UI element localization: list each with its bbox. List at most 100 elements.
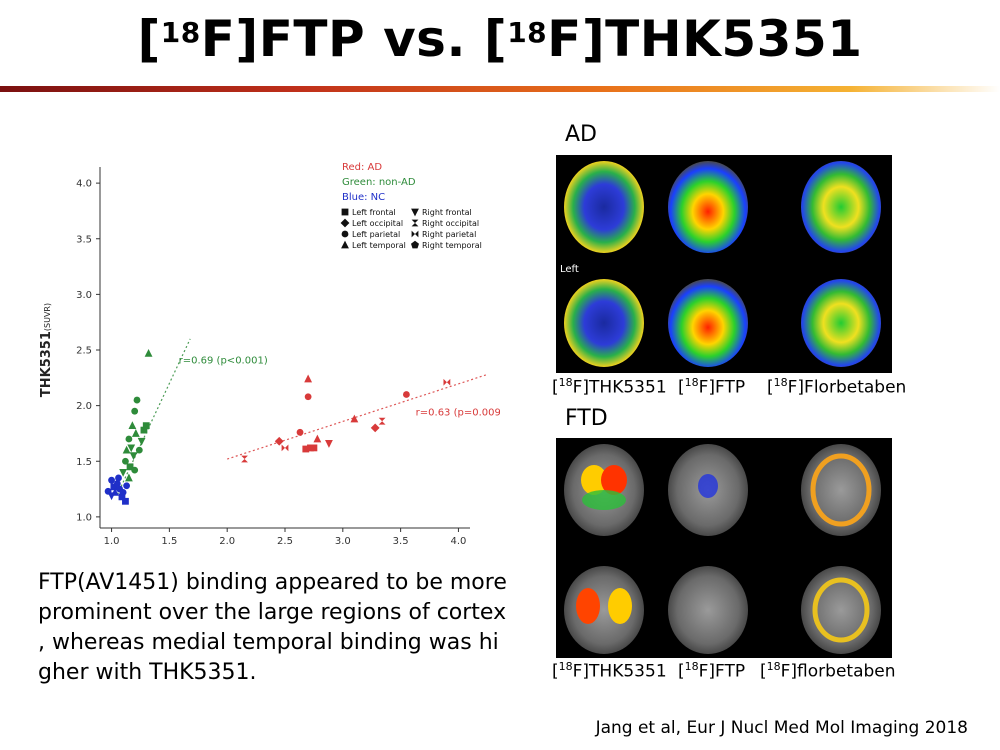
ad-ftp-upper-slice [668,161,748,253]
caption-superscript: 18 [766,660,781,673]
data-point [129,452,138,461]
data-point [304,393,312,401]
y-tick-label: 2.0 [76,401,92,412]
data-point [126,463,134,471]
data-point [122,497,129,505]
ftd-brain-images [556,438,892,658]
data-point [281,444,289,452]
body-line: prominent over the large regions of cort… [38,600,507,625]
data-point [119,489,127,496]
x-tick-label: 4.0 [450,536,466,547]
ftd-florbetaben-ring [810,453,872,527]
legend-region-label: Right parietal [422,230,476,239]
ftd-caption-florbetaben: [18F]florbetaben [760,660,896,682]
data-point [144,348,153,357]
data-point [274,436,284,446]
data-point [142,422,150,430]
legend-marker [411,240,419,249]
data-point [125,435,133,443]
legend-region-label: Left parietal [352,230,400,239]
x-tick-label: 1.5 [161,536,177,547]
legend-marker [340,218,350,228]
data-point [241,455,248,463]
body-line: , whereas medial temporal binding was hi [38,630,499,655]
ftd-caption-thk: [18F]THK5351 [552,660,667,682]
x-tick-label: 3.0 [335,536,351,547]
data-point [131,429,140,437]
legend-marker [411,230,419,238]
y-tick-label: 2.5 [76,346,92,357]
legend-marker [411,208,419,217]
data-point [128,421,137,430]
data-point [137,437,146,446]
caption-text: F]FTP [698,377,746,398]
citation: Jang et al, Eur J Nucl Med Mol Imaging 2… [595,718,968,738]
data-point [123,482,130,490]
data-point [122,457,129,465]
caption-text: F]florbetaben [780,661,896,682]
body-text: FTP(AV1451) binding appeared to be more … [38,568,538,688]
legend-group-label: Green: non-AD [342,177,416,188]
correlation-label: r=0.63 (p=0.009) [416,408,500,419]
ftd-thk-hotspot [582,490,626,510]
data-point [307,444,314,452]
title-superscript: 18 [160,16,201,49]
data-point [310,444,318,452]
title-part: [ [137,10,161,68]
caption-superscript: 18 [773,376,788,389]
title-part: F]FTP vs. [ [200,10,508,68]
title-part: F]THK5351 [547,10,863,68]
data-point [370,423,380,433]
ad-captions: [18F]THK5351 [18F]FTP [18F]Florbetaben [552,376,932,398]
data-point [107,492,116,501]
data-point [296,428,304,436]
ad-thk-upper-slice [564,161,644,253]
y-tick-label: 1.0 [76,512,92,523]
data-point [378,417,386,425]
ftd-panel-label: FTD [565,406,608,431]
ad-caption-thk: [18F]THK5351 [552,376,667,398]
ad-brain-images: Left [556,155,892,373]
data-point [110,483,118,491]
x-tick-label: 2.5 [277,536,293,547]
data-point [122,445,131,454]
data-point [127,444,136,453]
caption-text: F]THK5351 [572,661,667,682]
ftd-captions: [18F]THK5351 [18F]FTP [18F]florbetaben [552,660,932,682]
left-side-label: Left [560,264,579,275]
data-point [113,480,121,487]
data-point [304,374,313,383]
data-point [133,396,141,404]
y-tick-label: 3.0 [76,290,92,301]
ftd-thk-hotspot [581,465,607,495]
ad-ftp-lower-slice [668,279,748,367]
y-tick-label: 3.5 [76,234,92,245]
caption-text: F]THK5351 [572,377,667,398]
data-point [118,493,126,501]
legend-region-label: Right temporal [422,241,482,250]
data-point [108,476,115,484]
data-point [125,473,133,482]
legend-marker [341,208,349,216]
correlation-label: r=0.69 (p<0.001) [179,355,268,366]
data-point [119,468,128,477]
ftd-ftp-lower-slice [668,566,748,654]
title-superscript: 18 [507,16,548,49]
x-tick-label: 2.0 [219,536,235,547]
data-point [313,434,322,443]
ad-panel-label: AD [565,122,597,147]
legend-group-label: Blue: NC [342,192,385,203]
data-point [403,391,410,398]
ad-florbetaben-upper-slice [801,161,881,253]
legend-region-label: Right frontal [422,208,472,217]
ftd-thk-hotspot [608,588,632,624]
legend-marker [341,230,349,238]
data-point [350,414,359,423]
legend-marker [411,219,419,227]
data-point [135,446,143,454]
legend-marker [341,240,349,249]
ad-caption-florbetaben: [18F]Florbetaben [767,376,907,398]
y-axis-unit: (SUVR) [43,303,52,331]
data-point [302,445,310,453]
data-point [325,440,333,448]
